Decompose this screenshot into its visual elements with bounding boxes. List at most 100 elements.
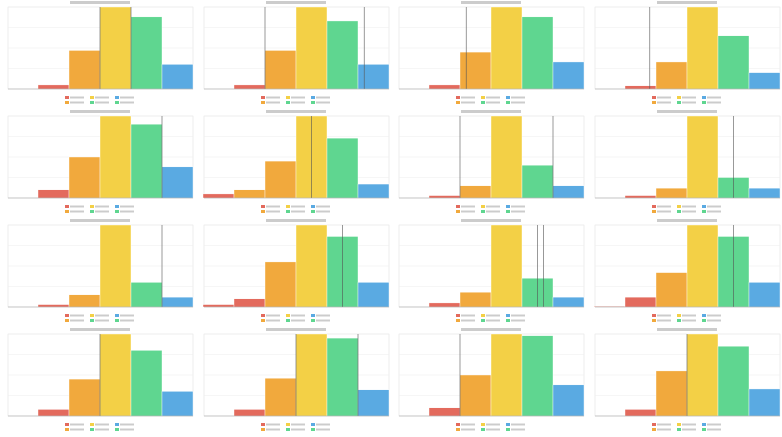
panel-title-placeholder [70, 219, 130, 222]
histogram-bar [428, 195, 461, 199]
legend-swatch [676, 210, 681, 213]
histogram-panel [587, 327, 782, 436]
legend-label-placeholder [265, 205, 280, 208]
legend-label-placeholder [511, 210, 525, 213]
legend-swatch [310, 101, 315, 104]
histogram-panel [587, 218, 782, 327]
legend-swatch [676, 314, 681, 317]
histogram-bar [655, 370, 687, 417]
histogram-bar [233, 84, 265, 90]
histogram-bar [68, 378, 101, 417]
histogram-bar [68, 156, 101, 199]
legend-swatch [115, 101, 119, 104]
histogram-panel [196, 0, 391, 109]
legend-label-placeholder [120, 96, 134, 99]
legend-swatch [701, 96, 706, 99]
legend-label-placeholder [486, 423, 500, 426]
legend-label-placeholder [290, 101, 305, 104]
histogram-bar [459, 374, 492, 417]
histogram-svg [203, 328, 389, 431]
histogram-bar [295, 224, 327, 308]
legend-swatch [701, 423, 706, 426]
legend-swatch [456, 96, 460, 99]
legend-swatch [285, 205, 290, 208]
histogram-bar [295, 333, 327, 417]
legend-swatch [115, 205, 119, 208]
legend-swatch [481, 101, 485, 104]
histogram-bar [326, 20, 358, 90]
legend-swatch [260, 205, 265, 208]
histogram-bar [490, 333, 523, 417]
legend-label-placeholder [681, 423, 696, 426]
histogram-bar [655, 187, 687, 199]
panel-title-placeholder [265, 1, 326, 4]
histogram-bar [264, 261, 296, 308]
legend-swatch [260, 428, 265, 431]
legend-swatch [506, 314, 510, 317]
histogram-svg [203, 1, 389, 104]
legend-swatch [506, 96, 510, 99]
histogram-bar [748, 72, 780, 90]
legend-swatch [456, 423, 460, 426]
histogram-bar [357, 282, 389, 308]
histogram-bar [68, 294, 101, 308]
histogram-bar [326, 337, 358, 417]
legend-swatch [285, 428, 290, 431]
legend-label-placeholder [120, 319, 134, 322]
legend-swatch [506, 428, 510, 431]
histogram-bar [459, 185, 492, 199]
legend-swatch [506, 319, 510, 322]
legend-label-placeholder [656, 428, 671, 431]
legend-label-placeholder [265, 314, 280, 317]
legend-swatch [115, 314, 119, 317]
histogram-bar [161, 64, 194, 90]
legend-label-placeholder [706, 210, 721, 213]
panel-title-placeholder [265, 328, 326, 331]
legend-swatch [676, 101, 681, 104]
histogram-panel [391, 218, 586, 327]
legend-label-placeholder [656, 96, 671, 99]
legend-label-placeholder [120, 314, 134, 317]
legend-swatch [651, 423, 656, 426]
legend-label-placeholder [681, 428, 696, 431]
histogram-panel [196, 327, 391, 436]
legend-swatch [456, 319, 460, 322]
legend-swatch [651, 210, 656, 213]
legend-swatch [115, 428, 119, 431]
legend-label-placeholder [656, 423, 671, 426]
panel-title-placeholder [656, 110, 717, 113]
panel-title-placeholder [70, 328, 130, 331]
legend-label-placeholder [486, 205, 500, 208]
histogram-panel [196, 109, 391, 218]
histogram-panel [587, 0, 782, 109]
legend-swatch [285, 210, 290, 213]
histogram-bar [428, 84, 461, 90]
histogram-bar [233, 189, 265, 199]
legend-label-placeholder [265, 428, 280, 431]
legend-label-placeholder [95, 96, 109, 99]
histogram-bar [202, 304, 234, 308]
histogram-bar [459, 292, 492, 308]
legend-label-placeholder [706, 428, 721, 431]
histogram-bar [202, 193, 234, 199]
legend-swatch [481, 423, 485, 426]
histogram-bar [748, 388, 780, 417]
legend-label-placeholder [461, 205, 475, 208]
histogram-svg [7, 328, 194, 431]
legend-swatch [260, 314, 265, 317]
histogram-bar [99, 224, 132, 308]
histogram-svg [202, 110, 389, 213]
histogram-svg [7, 110, 194, 213]
legend-label-placeholder [265, 210, 280, 213]
legend-label-placeholder [511, 96, 525, 99]
legend-swatch [90, 210, 94, 213]
histogram-bar [624, 85, 656, 90]
legend-swatch [481, 210, 485, 213]
legend-swatch [90, 101, 94, 104]
panel-title-placeholder [70, 1, 130, 4]
legend-label-placeholder [511, 428, 525, 431]
histogram-bar [686, 115, 718, 199]
histogram-bar [326, 137, 358, 199]
legend-swatch [65, 101, 69, 104]
